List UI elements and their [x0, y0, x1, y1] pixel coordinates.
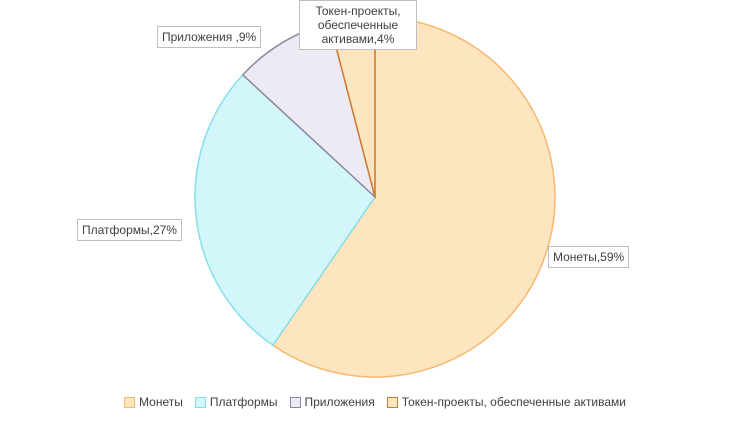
legend-label-asset-backed-tokens: Токен-проекты, обеспеченные активами [401, 395, 626, 409]
legend-swatch-applications [289, 396, 301, 408]
pie-slice-platforms[interactable] [194, 73, 376, 347]
data-label-applications: Приложения ,9% [157, 26, 262, 48]
legend-label-applications: Приложения [304, 395, 375, 409]
legend-swatch-platforms [194, 396, 206, 408]
legend-item-coins[interactable]: Монеты [124, 395, 183, 409]
pie-slice-coins[interactable] [271, 16, 556, 378]
data-label-platforms: Платформы,27% [77, 219, 182, 241]
legend-swatch-coins [124, 396, 136, 408]
legend-item-asset-backed-tokens[interactable]: Токен-проекты, обеспеченные активами [386, 395, 626, 409]
legend-item-platforms[interactable]: Платформы [194, 395, 278, 409]
data-label-coins: Монеты,59% [548, 246, 630, 268]
legend-swatch-asset-backed-tokens [386, 396, 398, 408]
legend-label-coins: Монеты [139, 395, 183, 409]
legend-label-platforms: Платформы [209, 395, 278, 409]
legend-item-applications[interactable]: Приложения [289, 395, 375, 409]
data-label-asset-backed-tokens: Токен-проекты, обеспеченные активами,4% [299, 0, 417, 50]
legend: Монеты Платформы Приложения Токен-проект… [0, 395, 750, 409]
